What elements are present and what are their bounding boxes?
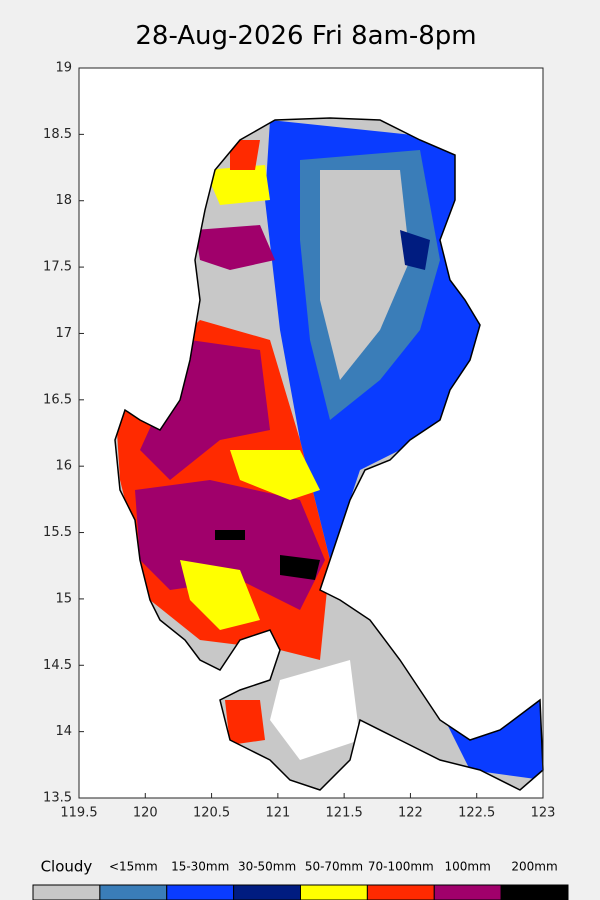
legend-swatch <box>99 884 168 900</box>
legend-label: 100mm <box>445 860 491 874</box>
x-tick-label: 120.5 <box>193 806 230 821</box>
legend-swatch <box>500 884 569 900</box>
y-tick-label: 17.5 <box>43 260 72 275</box>
legend-label: <15mm <box>109 860 158 874</box>
x-tick-label: 122 <box>398 806 423 821</box>
y-tick-label: 15 <box>55 591 72 606</box>
x-tick-label: 123 <box>531 806 556 821</box>
legend-label: 70-100mm <box>368 860 434 874</box>
legend-swatch <box>166 884 235 900</box>
y-tick-label: 16 <box>55 459 72 474</box>
legend-swatch <box>32 884 101 900</box>
legend-swatch <box>300 884 368 900</box>
x-tick-label: 121.5 <box>326 806 363 821</box>
legend-label: 200mm <box>511 860 557 874</box>
y-tick-label: 18 <box>55 193 72 208</box>
x-tick-label: 121 <box>265 806 290 821</box>
y-tick-label: 19 <box>55 61 72 76</box>
legend-label: 30-50mm <box>238 860 296 874</box>
y-tick-label: 18.5 <box>43 127 72 142</box>
y-tick-label: 13.5 <box>43 791 72 806</box>
y-tick-label: 14 <box>55 724 72 739</box>
x-tick-label: 122.5 <box>458 806 495 821</box>
map-title: 28-Aug-2026 Fri 8am-8pm <box>135 21 476 51</box>
legend-label: Cloudy <box>41 858 93 876</box>
legend-label: 50-70mm <box>305 860 363 874</box>
y-tick-label: 14.5 <box>43 658 72 673</box>
legend-label: 15-30mm <box>171 860 229 874</box>
x-tick-label: 120 <box>133 806 158 821</box>
legend-swatch <box>366 884 435 900</box>
y-tick-label: 15.5 <box>43 525 72 540</box>
legend-swatch <box>233 884 301 900</box>
plot-frame <box>78 67 544 799</box>
y-tick-label: 17 <box>55 326 72 341</box>
x-tick-label: 119.5 <box>60 806 97 821</box>
y-tick-label: 16.5 <box>43 392 72 407</box>
legend-swatch <box>433 884 502 900</box>
